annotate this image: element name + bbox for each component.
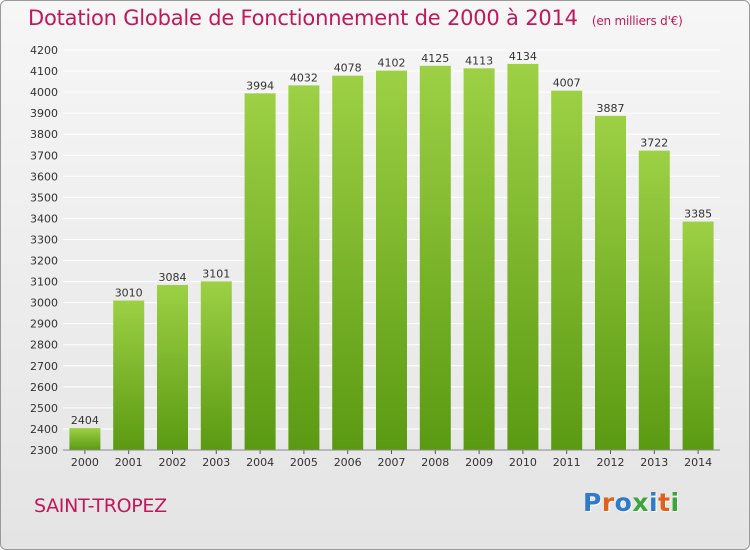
y-tick-label: 3400 <box>30 212 58 225</box>
y-tick-label: 4100 <box>30 65 58 78</box>
chart-title: Dotation Globale de Fonctionnement de 20… <box>28 6 683 30</box>
logo-letter: r <box>601 488 615 517</box>
y-tick-label: 4200 <box>30 44 58 57</box>
x-tick-label: 2006 <box>334 456 362 469</box>
data-label: 4113 <box>465 54 493 67</box>
x-tick-label: 2001 <box>115 456 143 469</box>
data-label: 4007 <box>553 77 581 90</box>
bar-2008 <box>419 65 451 450</box>
x-tick-label: 2012 <box>597 456 625 469</box>
data-label: 4125 <box>421 52 449 65</box>
data-label: 3385 <box>684 208 712 221</box>
bar-2000 <box>69 428 101 450</box>
logo-letter: o <box>614 488 633 517</box>
bar-2001 <box>113 300 145 450</box>
title-text: Dotation Globale de Fonctionnement de 20… <box>28 6 578 30</box>
y-tick-label: 2700 <box>30 360 58 373</box>
y-tick-label: 3800 <box>30 128 58 141</box>
data-label: 3101 <box>202 267 230 280</box>
logo-letter: i <box>670 488 680 517</box>
proxiti-logo[interactable]: Proxiti <box>583 488 680 517</box>
y-tick-label: 3900 <box>30 107 58 120</box>
y-tick-label: 2900 <box>30 318 58 331</box>
bar-2002 <box>157 284 188 450</box>
x-tick-label: 2002 <box>159 456 187 469</box>
bar-2011 <box>551 90 583 450</box>
y-tick-label: 3200 <box>30 255 58 268</box>
y-tick-label: 2400 <box>30 423 58 436</box>
data-label: 3084 <box>159 271 187 284</box>
x-tick-label: 2004 <box>246 456 274 469</box>
unit-label: (en milliers d'€) <box>591 14 683 28</box>
data-label: 3010 <box>115 287 143 300</box>
data-label: 4078 <box>334 62 362 75</box>
x-tick-label: 2009 <box>465 456 493 469</box>
x-tick-label: 2014 <box>684 456 712 469</box>
x-tick-label: 2008 <box>421 456 449 469</box>
y-tick-label: 2600 <box>30 381 58 394</box>
data-label: 3887 <box>597 102 625 115</box>
y-tick-label: 3500 <box>30 191 58 204</box>
bar-2003 <box>200 281 232 450</box>
y-tick-label: 2500 <box>30 402 58 415</box>
y-tick-label: 4000 <box>30 86 58 99</box>
logo-letter: P <box>583 488 602 517</box>
logo-letter: t <box>658 488 671 517</box>
x-tick-label: 2013 <box>640 456 668 469</box>
data-label: 2404 <box>71 414 99 427</box>
data-label: 4102 <box>378 57 406 70</box>
bar-2005 <box>288 85 320 451</box>
x-axis: 2000 2001 2002 2003 2004 2005 2006 2007 2008 2009… <box>63 449 720 469</box>
x-tick-label: 2011 <box>553 456 581 469</box>
bar-2010 <box>507 63 539 450</box>
bar-2014 <box>682 221 714 450</box>
x-tick-label: 2010 <box>509 456 537 469</box>
y-tick-label: 3000 <box>30 297 58 310</box>
bar-2006 <box>332 75 364 451</box>
data-label: 3994 <box>246 79 274 92</box>
y-tick-label: 3100 <box>30 276 58 289</box>
bar-2009 <box>463 68 495 450</box>
logo-letter: i <box>649 488 659 517</box>
town-name: SAINT-TROPEZ <box>34 495 167 517</box>
bar-2013 <box>638 150 670 450</box>
y-tick-label: 3700 <box>30 149 58 162</box>
y-tick-label: 2800 <box>30 339 58 352</box>
x-tick-label: 2007 <box>378 456 406 469</box>
bar-2007 <box>376 70 407 450</box>
logo-letter: x <box>632 488 649 517</box>
data-label: 4134 <box>509 50 537 63</box>
bar-2004 <box>244 93 276 451</box>
x-tick-label: 2000 <box>71 456 99 469</box>
x-tick-label: 2005 <box>290 456 318 469</box>
x-tick-label: 2003 <box>202 456 230 469</box>
y-tick-label: 3300 <box>30 233 58 246</box>
bars: 2404 3010 3084 3101 3994 4032 4078 4102 4125 4113… <box>69 50 714 451</box>
y-axis: 2300 2400 2500 2600 2700 2800 2900 3000 3100 3200… <box>30 44 58 457</box>
data-label: 3722 <box>640 137 668 150</box>
y-tick-label: 2300 <box>30 444 58 457</box>
bar-2012 <box>595 115 626 450</box>
data-label: 4032 <box>290 71 318 84</box>
y-tick-label: 3600 <box>30 170 58 183</box>
